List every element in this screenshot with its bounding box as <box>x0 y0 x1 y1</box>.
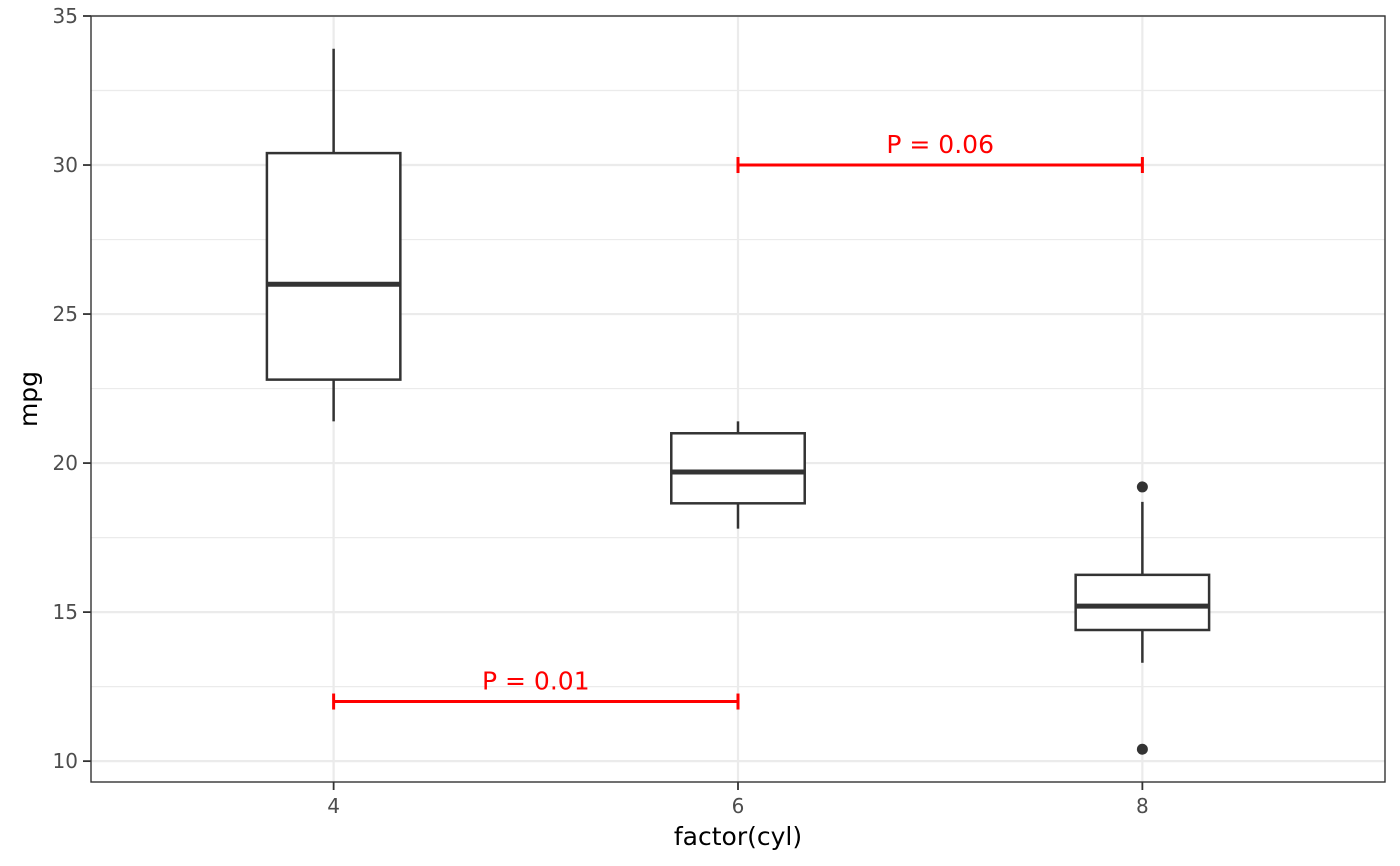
y-tick-label: 20 <box>53 451 78 475</box>
y-tick-label: 10 <box>53 749 78 773</box>
box-iqr <box>670 432 806 505</box>
box-iqr <box>265 151 402 381</box>
axes: 10 15 20 25 30 35 4 6 8 <box>53 4 1149 818</box>
grid-lines <box>91 14 1385 782</box>
y-axis-title: mpg <box>14 371 43 427</box>
x-tick-label: 8 <box>1136 794 1149 818</box>
y-tick-label: 15 <box>53 600 78 624</box>
outlier-point <box>1136 743 1148 755</box>
boxes <box>265 48 1211 755</box>
annotation-label: P = 0.01 <box>482 667 590 696</box>
y-tick-label: 35 <box>53 4 78 28</box>
x-tick-label: 4 <box>327 794 340 818</box>
y-tick-label: 30 <box>53 153 78 177</box>
annotation-label: P = 0.06 <box>886 130 994 159</box>
y-tick-label: 25 <box>53 302 78 326</box>
x-tick-label: 6 <box>732 794 745 818</box>
annotations: P = 0.01 P = 0.06 <box>332 130 1144 710</box>
x-axis-title: factor(cyl) <box>674 822 802 851</box>
box-iqr <box>1074 573 1211 632</box>
outlier-point <box>1136 481 1148 493</box>
